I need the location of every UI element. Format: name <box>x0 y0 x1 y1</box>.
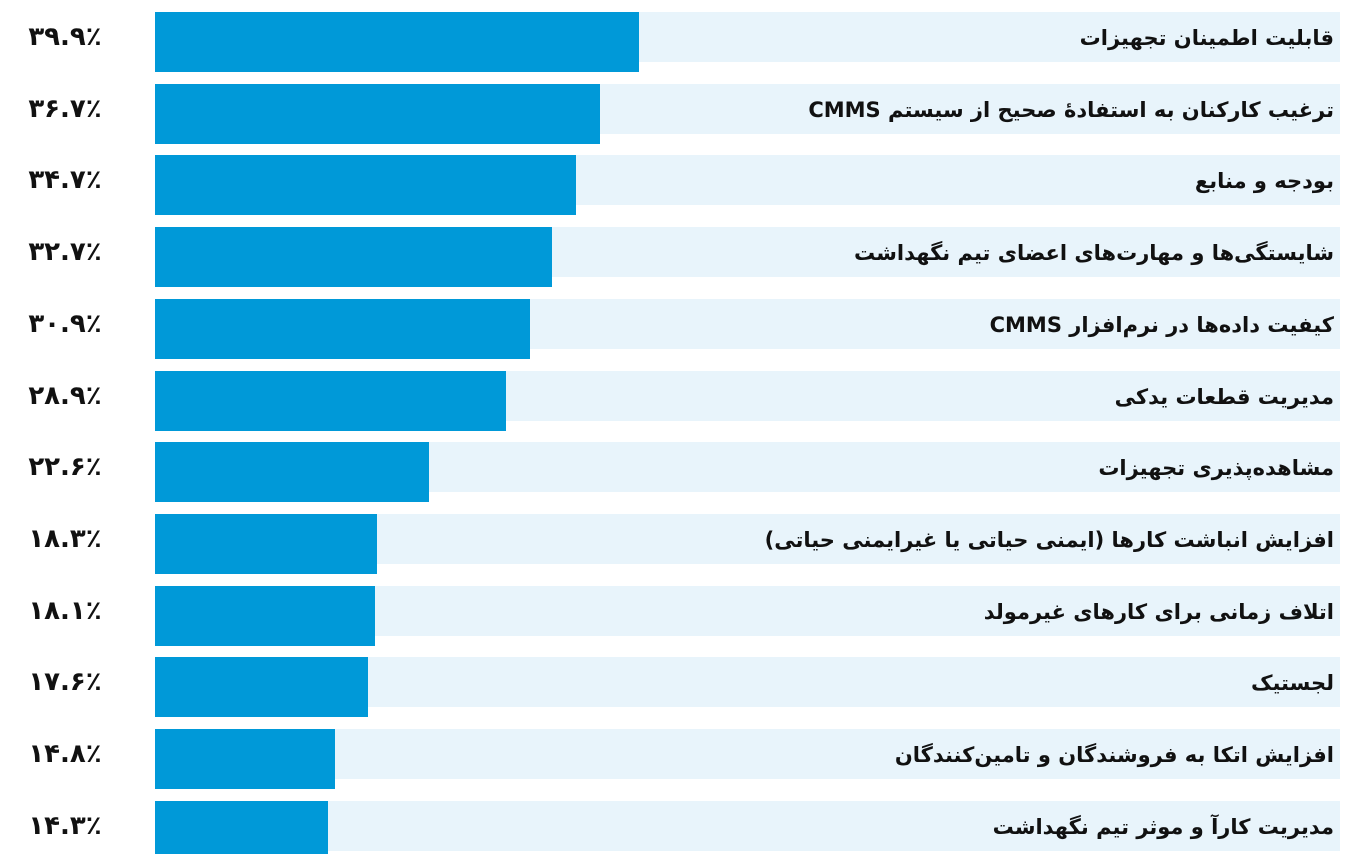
bar <box>155 83 601 144</box>
value-label: ۳۶.۷٪ <box>28 93 102 124</box>
bar <box>155 800 329 854</box>
bar <box>155 298 530 359</box>
value-label: ۳۰.۹٪ <box>28 308 102 339</box>
bar <box>155 585 375 646</box>
row-band <box>155 800 1340 851</box>
category-label: بودجه و منابع <box>1194 169 1334 194</box>
category-label: افزایش انباشت کارها (ایمنی حیاتی یا غیرا… <box>764 527 1334 552</box>
category-label: شایستگی‌ها و مهارت‌های اعضای تیم نگهداشت <box>854 241 1334 266</box>
bar <box>155 442 430 503</box>
category-label: لجستیک <box>1250 671 1334 696</box>
bar <box>155 657 369 718</box>
value-label: ۳۴.۷٪ <box>28 165 102 196</box>
row-band <box>155 729 1340 779</box>
bar <box>155 227 552 288</box>
value-label: ۲۲.۶٪ <box>28 452 102 483</box>
bar <box>155 729 335 789</box>
category-label: افزایش اتکا به فروشندگان و تامین‌کنندگان <box>894 743 1334 767</box>
bar <box>155 513 377 574</box>
category-label: قابلیت اطمینان تجهیزات <box>1079 26 1334 50</box>
category-label: کیفیت داده‌ها در نرم‌افزار CMMS <box>989 312 1334 337</box>
category-label: ترغیب کارکنان به استفادهٔ صحیح از سیستم … <box>808 97 1334 122</box>
bar <box>155 155 576 216</box>
bar <box>155 370 506 431</box>
value-label: ۲۸.۹٪ <box>28 380 102 411</box>
category-label: اتلاف زمانی برای کارهای غیرمولد <box>983 599 1334 624</box>
value-label: ۳۹.۹٪ <box>28 22 102 52</box>
category-label: مدیریت کارآ و موثر تیم نگهداشت <box>992 814 1334 839</box>
value-label: ۱۸.۳٪ <box>28 523 102 554</box>
value-label: ۳۲.۷٪ <box>28 237 102 268</box>
value-label: ۱۷.۶٪ <box>28 667 102 698</box>
category-label: مشاهده‌پذیری تجهیزات <box>1098 456 1334 481</box>
value-label: ۱۴.۸٪ <box>28 739 102 769</box>
category-label: مدیریت قطعات یدکی <box>1114 384 1334 409</box>
bar <box>155 12 639 72</box>
value-label: ۱۸.۱٪ <box>28 595 102 626</box>
value-label: ۱۴.۳٪ <box>28 810 102 841</box>
